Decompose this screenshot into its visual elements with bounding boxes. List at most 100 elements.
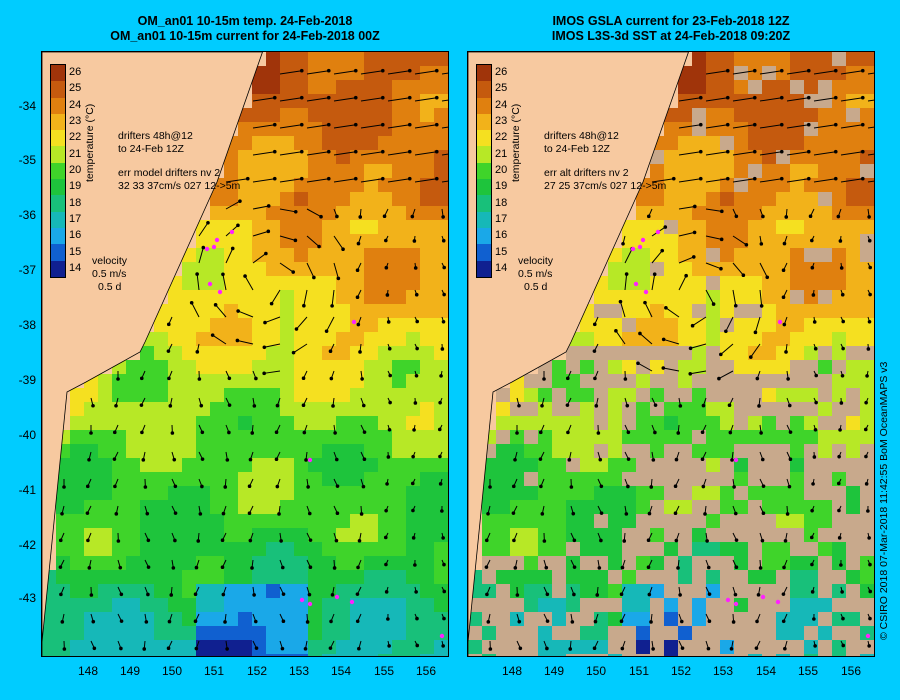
current-arrow-head [515, 431, 519, 435]
current-arrow-head [833, 122, 838, 127]
sst-cell [238, 598, 252, 612]
lon-label: 150 [585, 664, 607, 678]
sst-cell [224, 612, 238, 626]
lon-label: 148 [77, 664, 99, 678]
sst-cell [510, 598, 524, 612]
sst-cell [140, 500, 154, 514]
sst-cell [720, 332, 734, 346]
sst-cell [692, 500, 706, 514]
sst-cell [524, 472, 538, 486]
current-arrow-head [291, 270, 296, 274]
sst-cell [832, 542, 846, 556]
colorbar-tick: 14 [495, 261, 508, 274]
lon-label: 149 [119, 664, 141, 678]
current-arrow-head [725, 95, 730, 100]
sst-cell [84, 640, 98, 654]
sst-cell [350, 360, 364, 374]
sst-cell [734, 262, 748, 276]
current-arrow [360, 97, 383, 102]
sst-cell [154, 458, 168, 472]
current-arrow-head [684, 273, 688, 278]
current-arrow-head [62, 647, 67, 651]
current-arrow-head [568, 647, 573, 651]
sst-cell [434, 458, 448, 472]
sst-cell [748, 472, 762, 486]
sst-cell [406, 598, 420, 612]
sst-cell [336, 654, 350, 656]
sst-cell [196, 402, 210, 416]
sst-cell [364, 192, 378, 206]
sst-cell [804, 584, 818, 598]
current-arrow-head [781, 295, 786, 299]
sst-cell [748, 430, 762, 444]
current-arrow-head [62, 485, 66, 489]
lat-label: -43 [18, 591, 36, 605]
sst-cell [406, 528, 420, 542]
sst-cell [126, 654, 140, 656]
sst-cell [650, 612, 664, 626]
sst-cell [364, 52, 378, 66]
sst-cell [720, 66, 734, 80]
current-arrow-head [307, 511, 312, 516]
sst-cell [308, 360, 322, 374]
sst-cell [804, 556, 818, 570]
sst-cell [510, 458, 524, 472]
current-arrow [759, 151, 782, 156]
current-arrow-head [357, 646, 361, 651]
sst-cell [196, 430, 210, 444]
sst-cell [112, 654, 126, 656]
sst-cell [664, 346, 678, 360]
current-arrow-head [839, 563, 843, 567]
sst-cell [804, 52, 818, 66]
sst-cell [594, 332, 608, 346]
sst-cell [538, 598, 552, 612]
current-arrow-head [358, 350, 362, 354]
sst-cell [420, 570, 434, 584]
current-arrow-head [757, 404, 761, 408]
sst-cell [392, 486, 406, 500]
sst-cell [706, 136, 720, 150]
sst-cell [294, 220, 308, 234]
sst-cell [420, 248, 434, 262]
sst-cell [846, 346, 860, 360]
current-arrow [867, 126, 874, 129]
sst-cell [804, 388, 818, 402]
current-arrow-head [213, 303, 218, 307]
current-arrow [678, 97, 701, 102]
sst-cell [846, 178, 860, 192]
sst-cell [392, 346, 406, 360]
current-arrow-head [812, 455, 817, 459]
current-arrow [414, 70, 437, 75]
drifter-marker [775, 599, 781, 605]
current-arrow-head [220, 565, 225, 569]
sst-cell [776, 626, 790, 640]
sst-cell [762, 136, 776, 150]
sst-cell [420, 458, 434, 472]
sst-cell [42, 654, 56, 656]
lat-label: -41 [18, 483, 36, 497]
sst-cell [664, 374, 678, 388]
sst-cell [566, 444, 580, 458]
current-arrow-head [266, 229, 271, 234]
sst-cell [510, 388, 524, 402]
sst-cell [280, 542, 294, 556]
sst-cell [140, 416, 154, 430]
sst-cell [650, 192, 664, 206]
current-arrow-head [618, 299, 623, 304]
sst-cell [692, 598, 706, 612]
sst-cell [664, 612, 678, 626]
sst-cell [678, 290, 692, 304]
current-arrow-head [332, 566, 337, 570]
current-arrow-head [355, 295, 360, 299]
sst-cell [692, 542, 706, 556]
sst-cell [734, 290, 748, 304]
current-arrow-head [301, 376, 306, 381]
current-arrow-head [299, 68, 304, 73]
sst-cell [252, 220, 266, 234]
sst-cell [238, 514, 252, 528]
current-arrow-head [243, 274, 247, 278]
sst-cell [252, 276, 266, 290]
current-arrow-head [291, 350, 296, 355]
sst-cell [252, 290, 266, 304]
sst-cell [594, 360, 608, 374]
